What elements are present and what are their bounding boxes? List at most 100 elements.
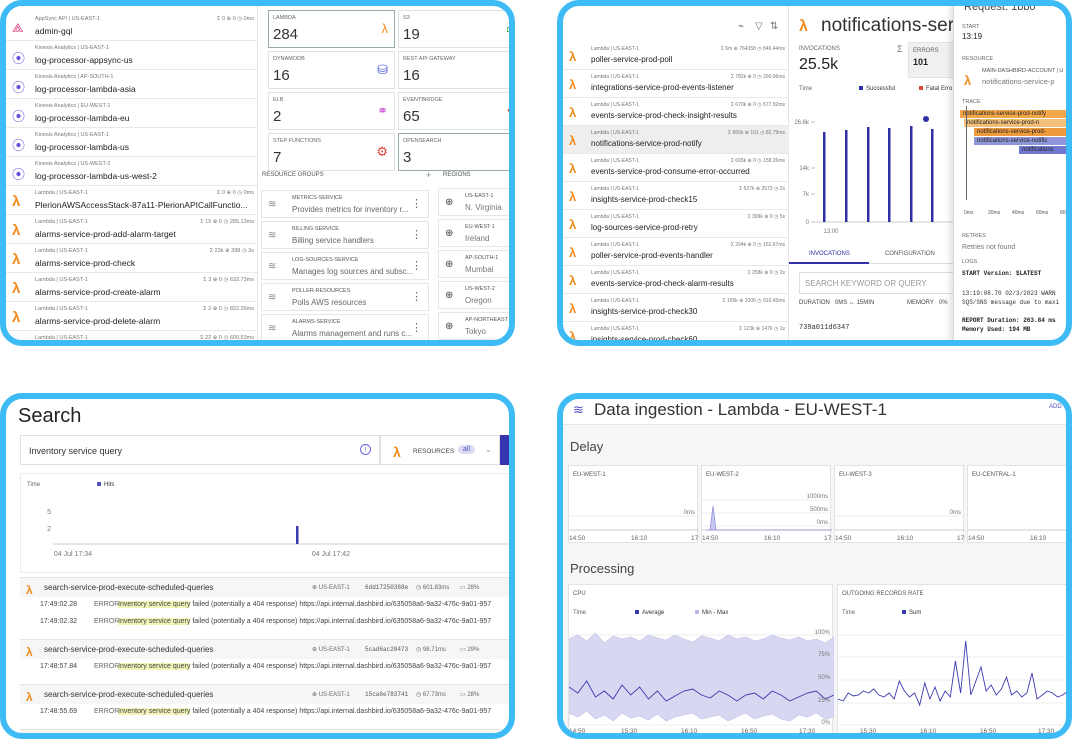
function-row[interactable]: λ Lambda | US-EAST-1 events-service-prod-c… (563, 266, 789, 294)
region-us-east-1[interactable]: ⊕ US-EAST-1 N. Virginia (438, 188, 509, 216)
function-row[interactable]: λ Lambda | US-EAST-1 alarms-service-prod-c… (6, 273, 258, 302)
function-stats: Σ 3 ⊕ 0 ◷ 632.73ms (203, 277, 254, 283)
invocation-bar[interactable] (931, 129, 934, 222)
function-row[interactable]: λ Lambda | US-EAST-1 events-service-prod-c… (563, 98, 789, 126)
function-row[interactable]: λ Lambda | US-EAST-1 Σ 22 ⊕ 0 ◷ 600.53ms (6, 331, 258, 340)
tile-s3[interactable]: S3 19 ▭ (398, 10, 509, 48)
trace-span[interactable]: notifications (1019, 146, 1066, 154)
search-button-label: S (509, 444, 515, 454)
tile-elb[interactable]: ELB 2 ⚭ (268, 92, 395, 130)
result-group-header[interactable]: λ search-service-prod-execute-scheduled-q… (20, 729, 509, 739)
memory-filter[interactable]: MEMORY 0% (907, 300, 948, 306)
trace-span[interactable]: notifications-service-notific (974, 137, 1066, 145)
resource-group-metrics-service[interactable]: ≋ METRICS-SERVICE Provides metrics for inv… (261, 190, 429, 218)
globe-icon: ⊕ (445, 259, 454, 270)
kebab-menu-icon[interactable]: ⋮ (411, 322, 422, 334)
add-widget-button[interactable]: ADD (1049, 404, 1062, 410)
function-row[interactable]: λ Lambda | US-EAST-1 alarms-service-prod-a… (6, 215, 258, 244)
tile-dynamodb[interactable]: DYNAMODB 16 ⛁ (268, 51, 395, 89)
outgoing-sum-line[interactable] (838, 640, 1072, 707)
search-button[interactable]: S (500, 435, 515, 465)
info-icon[interactable]: i (360, 444, 371, 455)
hover-point[interactable] (923, 116, 929, 122)
result-group-header[interactable]: λ search-service-prod-execute-scheduled-q… (20, 577, 509, 597)
resource-group-billing-service[interactable]: ≋ BILLING-SERVICE Billing service handlers… (261, 221, 429, 249)
resources-filter[interactable]: λ RESOURCES all ⌄ (380, 435, 500, 465)
function-row[interactable]: ⦿ Kinesis Analytics | AP-SOUTH-1 log-proce… (6, 70, 258, 99)
region-ap-northeast[interactable]: ⊕ AP-NORTHEAST Tokyo (438, 312, 509, 340)
function-row[interactable]: ⦿ Kinesis Analytics | US-EAST-1 log-proces… (6, 41, 258, 70)
log-line[interactable]: 17:49:02.32 ERROR Inventory service query … (20, 614, 509, 632)
result-function-name[interactable]: search-service-prod-execute-scheduled-qu… (44, 583, 214, 592)
region-ap-south-1[interactable]: ⊕ AP-SOUTH-1 Mumbai (438, 250, 509, 278)
log-time: 17:48:57.84 (40, 663, 77, 670)
function-row[interactable]: ⦿ Kinesis Analytics | US-EAST-1 log-proces… (6, 128, 258, 157)
kebab-menu-icon[interactable]: ⋮ (411, 229, 422, 241)
result-function-name[interactable]: search-service-prod-execute-scheduled-qu… (44, 645, 214, 654)
resource-group-alarms-service[interactable]: ≋ ALARMS-SERVICE Alarms management and run… (261, 314, 429, 340)
function-meta: Kinesis Analytics | AP-SOUTH-1 (35, 74, 114, 80)
region-eu-west-1[interactable]: ⊕ EU-WEST-1 Ireland (438, 219, 509, 247)
function-row[interactable]: λ Lambda | US-EAST-1 integrations-service-… (563, 70, 789, 98)
resource-group-log-sources-service[interactable]: ≋ LOG-SOURCES-SERVICE Manages log sources … (261, 252, 429, 280)
tile-eventbridge[interactable]: EVENTBRIDGE 65 ✣ (398, 92, 509, 130)
function-list: ⌁ ▽ ⇅ λ Lambda | US-EAST-1 poller-service-… (563, 6, 789, 340)
result-group-header[interactable]: λ search-service-prod-execute-scheduled-q… (20, 684, 509, 704)
result-function-name[interactable]: search-service-prod-execute-scheduled-qu… (44, 690, 214, 699)
invocation-bar[interactable] (867, 127, 870, 222)
tile-step-functions[interactable]: STEP FUNCTIONS 7 ⚙ (268, 133, 395, 171)
resource-group-poller-resources[interactable]: ≋ POLLER-RESOURCES Polls AWS resources ⋮ (261, 283, 429, 311)
function-row[interactable]: λ Lambda | US-EAST-1 insights-service-prod… (563, 322, 789, 340)
log-line[interactable]: 17:48:55.69 ERROR Inventory service query … (20, 704, 509, 722)
delay-spike[interactable] (706, 505, 832, 531)
invocation-bar[interactable] (845, 130, 848, 222)
function-row[interactable]: ⟁ AppSync API | US-EAST-1 admin-gql Σ 0 ⊕ 0… (6, 12, 258, 41)
function-row[interactable]: λ Lambda | US-EAST-1 alarms-service-prod-c… (6, 244, 258, 273)
lambda-icon: λ (12, 280, 21, 297)
function-row[interactable]: λ Lambda | US-EAST-1 insights-service-prod… (563, 294, 789, 322)
hits-bar[interactable] (296, 526, 299, 544)
invocation-bar[interactable] (823, 132, 826, 222)
function-row[interactable]: λ Lambda | US-EAST-1 poller-service-prod-e… (563, 238, 789, 266)
trace-span[interactable]: notifications-service-prod-n (964, 119, 1066, 127)
add-group-button[interactable]: + (426, 170, 432, 180)
invocation-bar[interactable] (888, 128, 891, 222)
function-row[interactable]: λ Lambda | US-EAST-1 events-service-prod-c… (563, 154, 789, 182)
function-row[interactable]: ⦿ Kinesis Analytics | US-WEST-2 log-proces… (6, 157, 258, 186)
result-group-header[interactable]: λ search-service-prod-execute-scheduled-q… (20, 639, 509, 659)
request-row-selected[interactable] (789, 340, 959, 346)
tile-opensearch[interactable]: OPENSEARCH 3 ⌕ (398, 133, 509, 171)
kebab-menu-icon[interactable]: ⋮ (411, 291, 422, 303)
result-function-name[interactable]: search-service-prod-execute-scheduled-qu… (44, 735, 213, 739)
function-row[interactable]: λ Lambda | US-EAST-1 alarms-service-prod-d… (6, 302, 258, 331)
delay-widget-eu-west-2: EU-WEST-2 1000ms 500ms 0ms 14:50 16:10 17:30 (701, 465, 832, 543)
function-row[interactable]: λ Lambda | US-EAST-1 poller-service-prod-p… (563, 42, 789, 70)
filter-icon[interactable]: ▽ (755, 21, 763, 32)
cpu-average-line[interactable] (569, 680, 834, 702)
region-us-west-2[interactable]: ⊕ US-WEST-2 Oregon (438, 281, 509, 309)
kebab-menu-icon[interactable]: ⋮ (411, 198, 422, 210)
tile-lambda[interactable]: LAMBDA 284 λ (268, 10, 395, 48)
search-input[interactable]: Inventory service query i (20, 435, 380, 465)
log-line-warn-msg: SQS/SNS message due to maxi (962, 299, 1060, 306)
log-line[interactable]: 17:49:02.28 ERROR Inventory service query … (20, 597, 509, 615)
function-row[interactable]: λ Lambda | US-EAST-1 notifications-service… (563, 126, 789, 154)
invocation-bar[interactable] (910, 126, 913, 222)
function-row[interactable]: λ Lambda | US-EAST-1 log-sources-service-p… (563, 210, 789, 238)
function-row[interactable]: λ Lambda | US-EAST-1 insights-service-prod… (563, 182, 789, 210)
kebab-menu-icon[interactable]: ⋮ (411, 260, 422, 272)
log-line[interactable]: 17:48:57.84 ERROR Inventory service query … (20, 659, 509, 677)
duration-filter[interactable]: DURATION 0MS ↔ 15MIN (799, 300, 874, 306)
tab-invocations[interactable]: INVOCATIONS (809, 251, 850, 257)
tile-rest-api-gateway[interactable]: REST API GATEWAY 16 ⌸ (398, 51, 509, 89)
trace-span[interactable]: notifications-service-prod-notify (960, 110, 1066, 118)
request-id[interactable]: 739a011d6347 (799, 324, 850, 332)
tab-configuration[interactable]: CONFIGURATION (885, 251, 935, 257)
function-row[interactable]: λ Lambda | US-EAST-1 PlerionAWSAccessStack… (6, 186, 258, 215)
trace-span[interactable]: notifications-service-prod- (974, 128, 1066, 136)
chart-toggle-icon[interactable]: ⌁ (738, 21, 745, 32)
resource-name[interactable]: notifications-service-p (982, 77, 1055, 86)
function-row[interactable]: ⦿ Kinesis Analytics | EU-WEST-1 log-proces… (6, 99, 258, 128)
sort-icon[interactable]: ⇅ (770, 21, 779, 32)
search-input[interactable]: SEARCH KEYWORD OR QUERY (799, 272, 959, 294)
